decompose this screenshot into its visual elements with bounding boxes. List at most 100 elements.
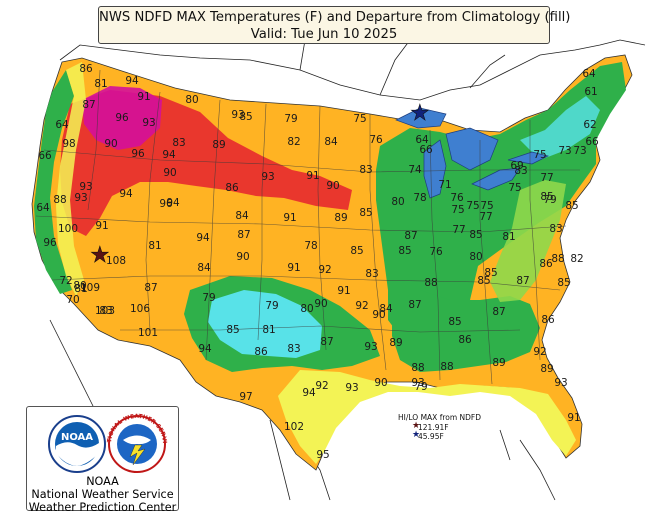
temperature-label: 69 xyxy=(510,160,523,172)
temperature-label: 85 xyxy=(469,229,482,241)
temperature-label: 88 xyxy=(53,194,66,206)
temperature-label: 85 xyxy=(557,277,570,289)
temperature-label: 77 xyxy=(540,172,553,184)
valid-date: Valid: Tue Jun 10 2025 xyxy=(250,27,398,42)
temperature-label: 64 xyxy=(582,68,596,80)
temperature-label: 79 xyxy=(284,113,297,125)
fill-west-coast-below xyxy=(34,70,74,294)
temperature-label: 87 xyxy=(516,275,529,287)
hilo-legend: HI/LO MAX from NDFD ★ 121.91F ★ 45.95F xyxy=(398,413,518,442)
temperature-label: 80 xyxy=(469,251,482,263)
temperature-label: 80 xyxy=(391,196,404,208)
temperature-label: 83 xyxy=(514,165,527,177)
noaa-logo-lettering: NOAA xyxy=(61,432,93,443)
temperature-label: 64 xyxy=(415,134,429,146)
temperature-label: 73 xyxy=(558,145,571,157)
temperature-label: 96 xyxy=(159,198,173,210)
temperature-label: 75 xyxy=(451,204,464,216)
temperature-label: 90 xyxy=(326,180,339,192)
lo-star-icon: ★ xyxy=(410,101,430,126)
temperature-label: 84 xyxy=(197,262,211,274)
fill-west-coast-near xyxy=(56,62,86,296)
temperature-label: 87 xyxy=(320,336,333,348)
temperature-label: 92 xyxy=(533,346,546,358)
temperature-label: 61 xyxy=(584,86,597,98)
temperature-label: 78 xyxy=(413,192,426,204)
temperature-label: 91 xyxy=(287,262,300,274)
agency-logos: NOAA NATIONAL WEATHER SERVICE xyxy=(25,403,167,473)
temperature-label: 66 xyxy=(585,136,599,148)
temperature-label: 77 xyxy=(452,224,465,236)
agency-name-noaa: NOAA xyxy=(86,475,119,488)
temperature-label: 94 xyxy=(119,188,133,200)
temperature-label: 93 xyxy=(411,377,424,389)
temperature-label: 76 xyxy=(450,192,464,204)
temperature-label: 89 xyxy=(492,357,505,369)
hilo-heading: HI/LO MAX from NDFD xyxy=(398,413,482,422)
temperature-label: 87 xyxy=(237,229,250,241)
map-title: NWS NDFD MAX Temperatures (F) and Depart… xyxy=(99,10,571,25)
temperature-label: 91 xyxy=(337,285,350,297)
temperature-label: 76 xyxy=(429,246,443,258)
temperature-label: 91 xyxy=(283,212,296,224)
temperature-label: 88 xyxy=(424,277,437,289)
temperature-label: 92 xyxy=(355,300,368,312)
temperature-label: 83 xyxy=(99,305,112,317)
temperature-label: 95 xyxy=(316,449,329,461)
temperature-label: 88 xyxy=(440,361,453,373)
temperature-label: 81 xyxy=(148,240,161,252)
temperature-label: 86 xyxy=(541,314,555,326)
temperature-label: 80 xyxy=(300,303,313,315)
hilo-lo-row: ★ 45.95F xyxy=(398,430,518,442)
temperature-label: 90 xyxy=(314,298,327,310)
temperature-label: 87 xyxy=(144,282,157,294)
temperature-label: 64 xyxy=(36,202,50,214)
agency-name-wpc: Weather Prediction Center xyxy=(28,501,177,514)
temperature-label: 84 xyxy=(235,210,249,222)
temperature-label: 84 xyxy=(379,303,393,315)
temperature-label: 89 xyxy=(334,212,347,224)
temperature-label: 83 xyxy=(172,137,185,149)
agency-logo-box: NOAA NATIONAL WEATHER SERVICE NOAA Natio… xyxy=(25,403,179,514)
temperature-label: 66 xyxy=(38,150,52,162)
temperature-label: 93 xyxy=(142,117,155,129)
temperature-label: 93 xyxy=(79,181,92,193)
temperature-label: 81 xyxy=(94,78,107,90)
agency-names: NOAA National Weather Service Weather Pr… xyxy=(27,475,178,514)
temperature-label: 86 xyxy=(79,63,93,75)
temperature-label: 93 xyxy=(231,109,244,121)
temperature-label: 64 xyxy=(55,119,69,131)
temperature-label: 73 xyxy=(573,145,586,157)
temperature-label: 81 xyxy=(502,231,515,243)
temperature-label: 75 xyxy=(533,149,546,161)
temperature-label: 100 xyxy=(58,223,78,235)
temperature-label: 79 xyxy=(414,381,427,393)
temperature-label: 90 xyxy=(104,138,117,150)
temperature-label: 91 xyxy=(567,412,580,424)
temperature-label: 85 xyxy=(350,245,363,257)
temperature-label: 91 xyxy=(137,91,150,103)
temperature-label: 79 xyxy=(265,300,278,312)
temperature-label: 86 xyxy=(458,334,472,346)
temperature-label: 94 xyxy=(196,232,210,244)
agency-name-nws: National Weather Service xyxy=(31,488,174,501)
temperature-label: 90 xyxy=(236,251,249,263)
temperature-label: 87 xyxy=(408,299,421,311)
temperature-label: 102 xyxy=(284,421,304,433)
temperature-label: 89 xyxy=(389,337,402,349)
temperature-label: 85 xyxy=(484,267,497,279)
temperature-label: 90 xyxy=(372,309,385,321)
temperature-label: 88 xyxy=(411,362,424,374)
temperature-label: 109 xyxy=(80,282,100,294)
temperature-label: 103 xyxy=(95,305,115,317)
temperature-label: 62 xyxy=(583,119,596,131)
map-title-box: NWS NDFD MAX Temperatures (F) and Depart… xyxy=(98,6,571,44)
temperature-label: 94 xyxy=(166,197,180,209)
temperature-label: 81 xyxy=(262,324,275,336)
temperature-label: 83 xyxy=(359,164,372,176)
temperature-label: 88 xyxy=(551,253,564,265)
temperature-label: 93 xyxy=(364,341,377,353)
hi-lo-markers: ★ ★ xyxy=(90,101,430,269)
temperature-label: 93 xyxy=(261,171,274,183)
